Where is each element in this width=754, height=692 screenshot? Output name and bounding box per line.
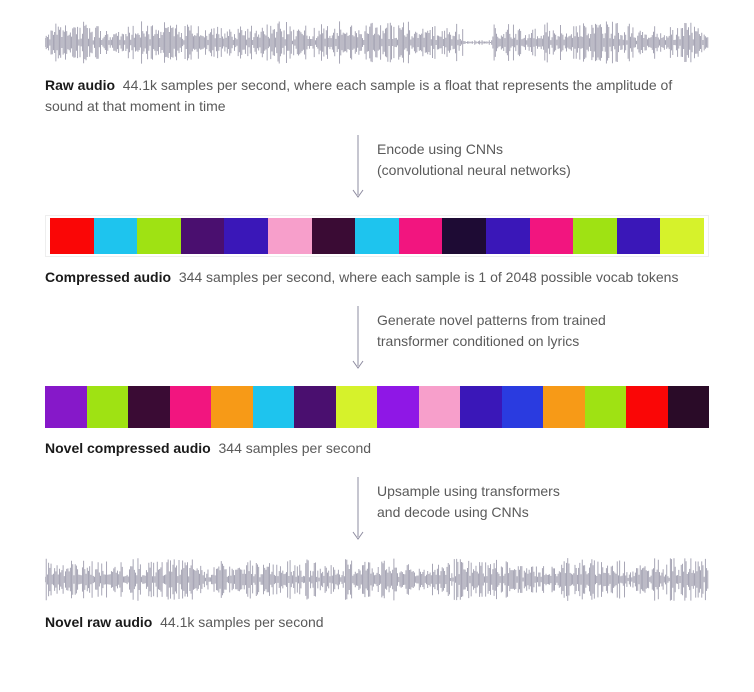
- arrow2-line2: transformer conditioned on lyrics: [377, 331, 699, 352]
- token: [170, 386, 212, 428]
- token: [87, 386, 129, 428]
- novel-raw-audio-waveform: [45, 557, 709, 602]
- compressed-desc: 344 samples per second, where each sampl…: [179, 269, 679, 285]
- token: [211, 386, 253, 428]
- token: [617, 218, 661, 254]
- token: [50, 218, 94, 254]
- token: [660, 218, 704, 254]
- novel-compressed-desc: 344 samples per second: [219, 440, 372, 456]
- arrow3-line2: and decode using CNNs: [377, 502, 699, 523]
- token: [336, 386, 378, 428]
- raw-audio-waveform: [45, 20, 709, 65]
- token: [268, 218, 312, 254]
- arrow3-line1: Upsample using transformers: [377, 481, 699, 502]
- arrow2-line1: Generate novel patterns from trained: [377, 310, 699, 331]
- token: [585, 386, 627, 428]
- token: [442, 218, 486, 254]
- token: [573, 218, 617, 254]
- arrow-down-icon: [351, 306, 365, 372]
- raw-audio-desc: 44.1k samples per second, where each sam…: [45, 77, 672, 114]
- token: [312, 218, 356, 254]
- compressed-tokens: [50, 218, 704, 254]
- novel-raw-desc: 44.1k samples per second: [160, 614, 323, 630]
- token: [543, 386, 585, 428]
- token: [419, 386, 461, 428]
- novel-raw-title: Novel raw audio: [45, 614, 152, 630]
- token: [502, 386, 544, 428]
- token: [355, 218, 399, 254]
- token: [460, 386, 502, 428]
- token: [45, 386, 87, 428]
- token: [224, 218, 268, 254]
- token: [530, 218, 574, 254]
- token: [94, 218, 138, 254]
- token: [399, 218, 443, 254]
- arrow-down-icon: [351, 135, 365, 201]
- arrow-down-icon: [351, 477, 365, 543]
- novel-compressed-caption: Novel compressed audio 344 samples per s…: [45, 438, 709, 459]
- token: [253, 386, 295, 428]
- token: [377, 386, 419, 428]
- token: [486, 218, 530, 254]
- arrow-section-upsample: Upsample using transformers and decode u…: [45, 477, 709, 543]
- token: [181, 218, 225, 254]
- raw-audio-title: Raw audio: [45, 77, 115, 93]
- novel-raw-caption: Novel raw audio 44.1k samples per second: [45, 612, 709, 633]
- token: [626, 386, 668, 428]
- arrow-section-encode: Encode using CNNs (convolutional neural …: [45, 135, 709, 201]
- compressed-title: Compressed audio: [45, 269, 171, 285]
- compressed-caption: Compressed audio 344 samples per second,…: [45, 267, 709, 288]
- token: [137, 218, 181, 254]
- token: [294, 386, 336, 428]
- arrow1-line2: (convolutional neural networks): [377, 160, 699, 181]
- novel-compressed-title: Novel compressed audio: [45, 440, 211, 456]
- arrow1-line1: Encode using CNNs: [377, 139, 699, 160]
- arrow-section-generate: Generate novel patterns from trained tra…: [45, 306, 709, 372]
- token: [128, 386, 170, 428]
- token: [668, 386, 710, 428]
- novel-compressed-tokens: [45, 386, 709, 428]
- raw-audio-caption: Raw audio 44.1k samples per second, wher…: [45, 75, 709, 117]
- compressed-tokens-container: [45, 215, 709, 257]
